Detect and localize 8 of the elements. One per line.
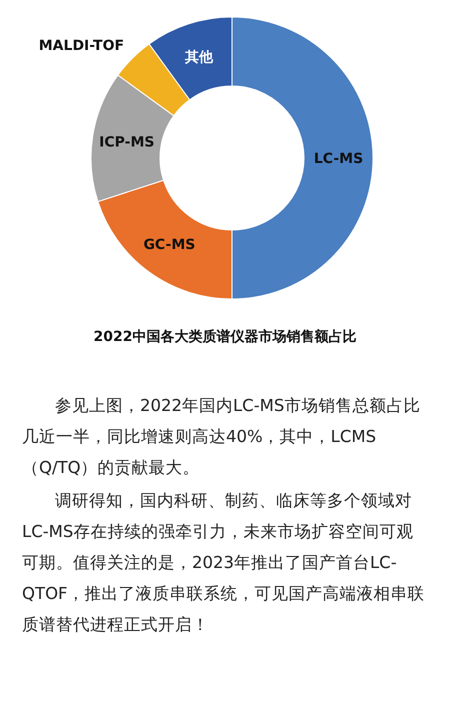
slice-label: GC-MS (143, 237, 196, 254)
slice-label: 其他 (184, 50, 214, 66)
text: 2022中国各大类质谱仪器市场销售额占比 (92, 328, 358, 346)
text: 调研得知，国内科研、制药、临床等多个领域对LC-MS存在持续的强牵引力，未来市场扩容空间可观可期。值得关注的是，2023年推出了国产首台LC-QTOF，推出了液质串联系统，可见国产高端液相串联质谱替代进程正式开启！ (22, 490, 426, 636)
slice-label: LC-MS (314, 151, 364, 167)
text: 参见上图，2022年国内LC-MS市场销售总额占比几近一半，同比增速则高达40%，其中，LCMS（Q/TQ）的贡献最大。 (22, 395, 422, 479)
slice-label: ICP-MS (99, 134, 154, 150)
slice-label: MALDI-TOF (38, 38, 124, 54)
